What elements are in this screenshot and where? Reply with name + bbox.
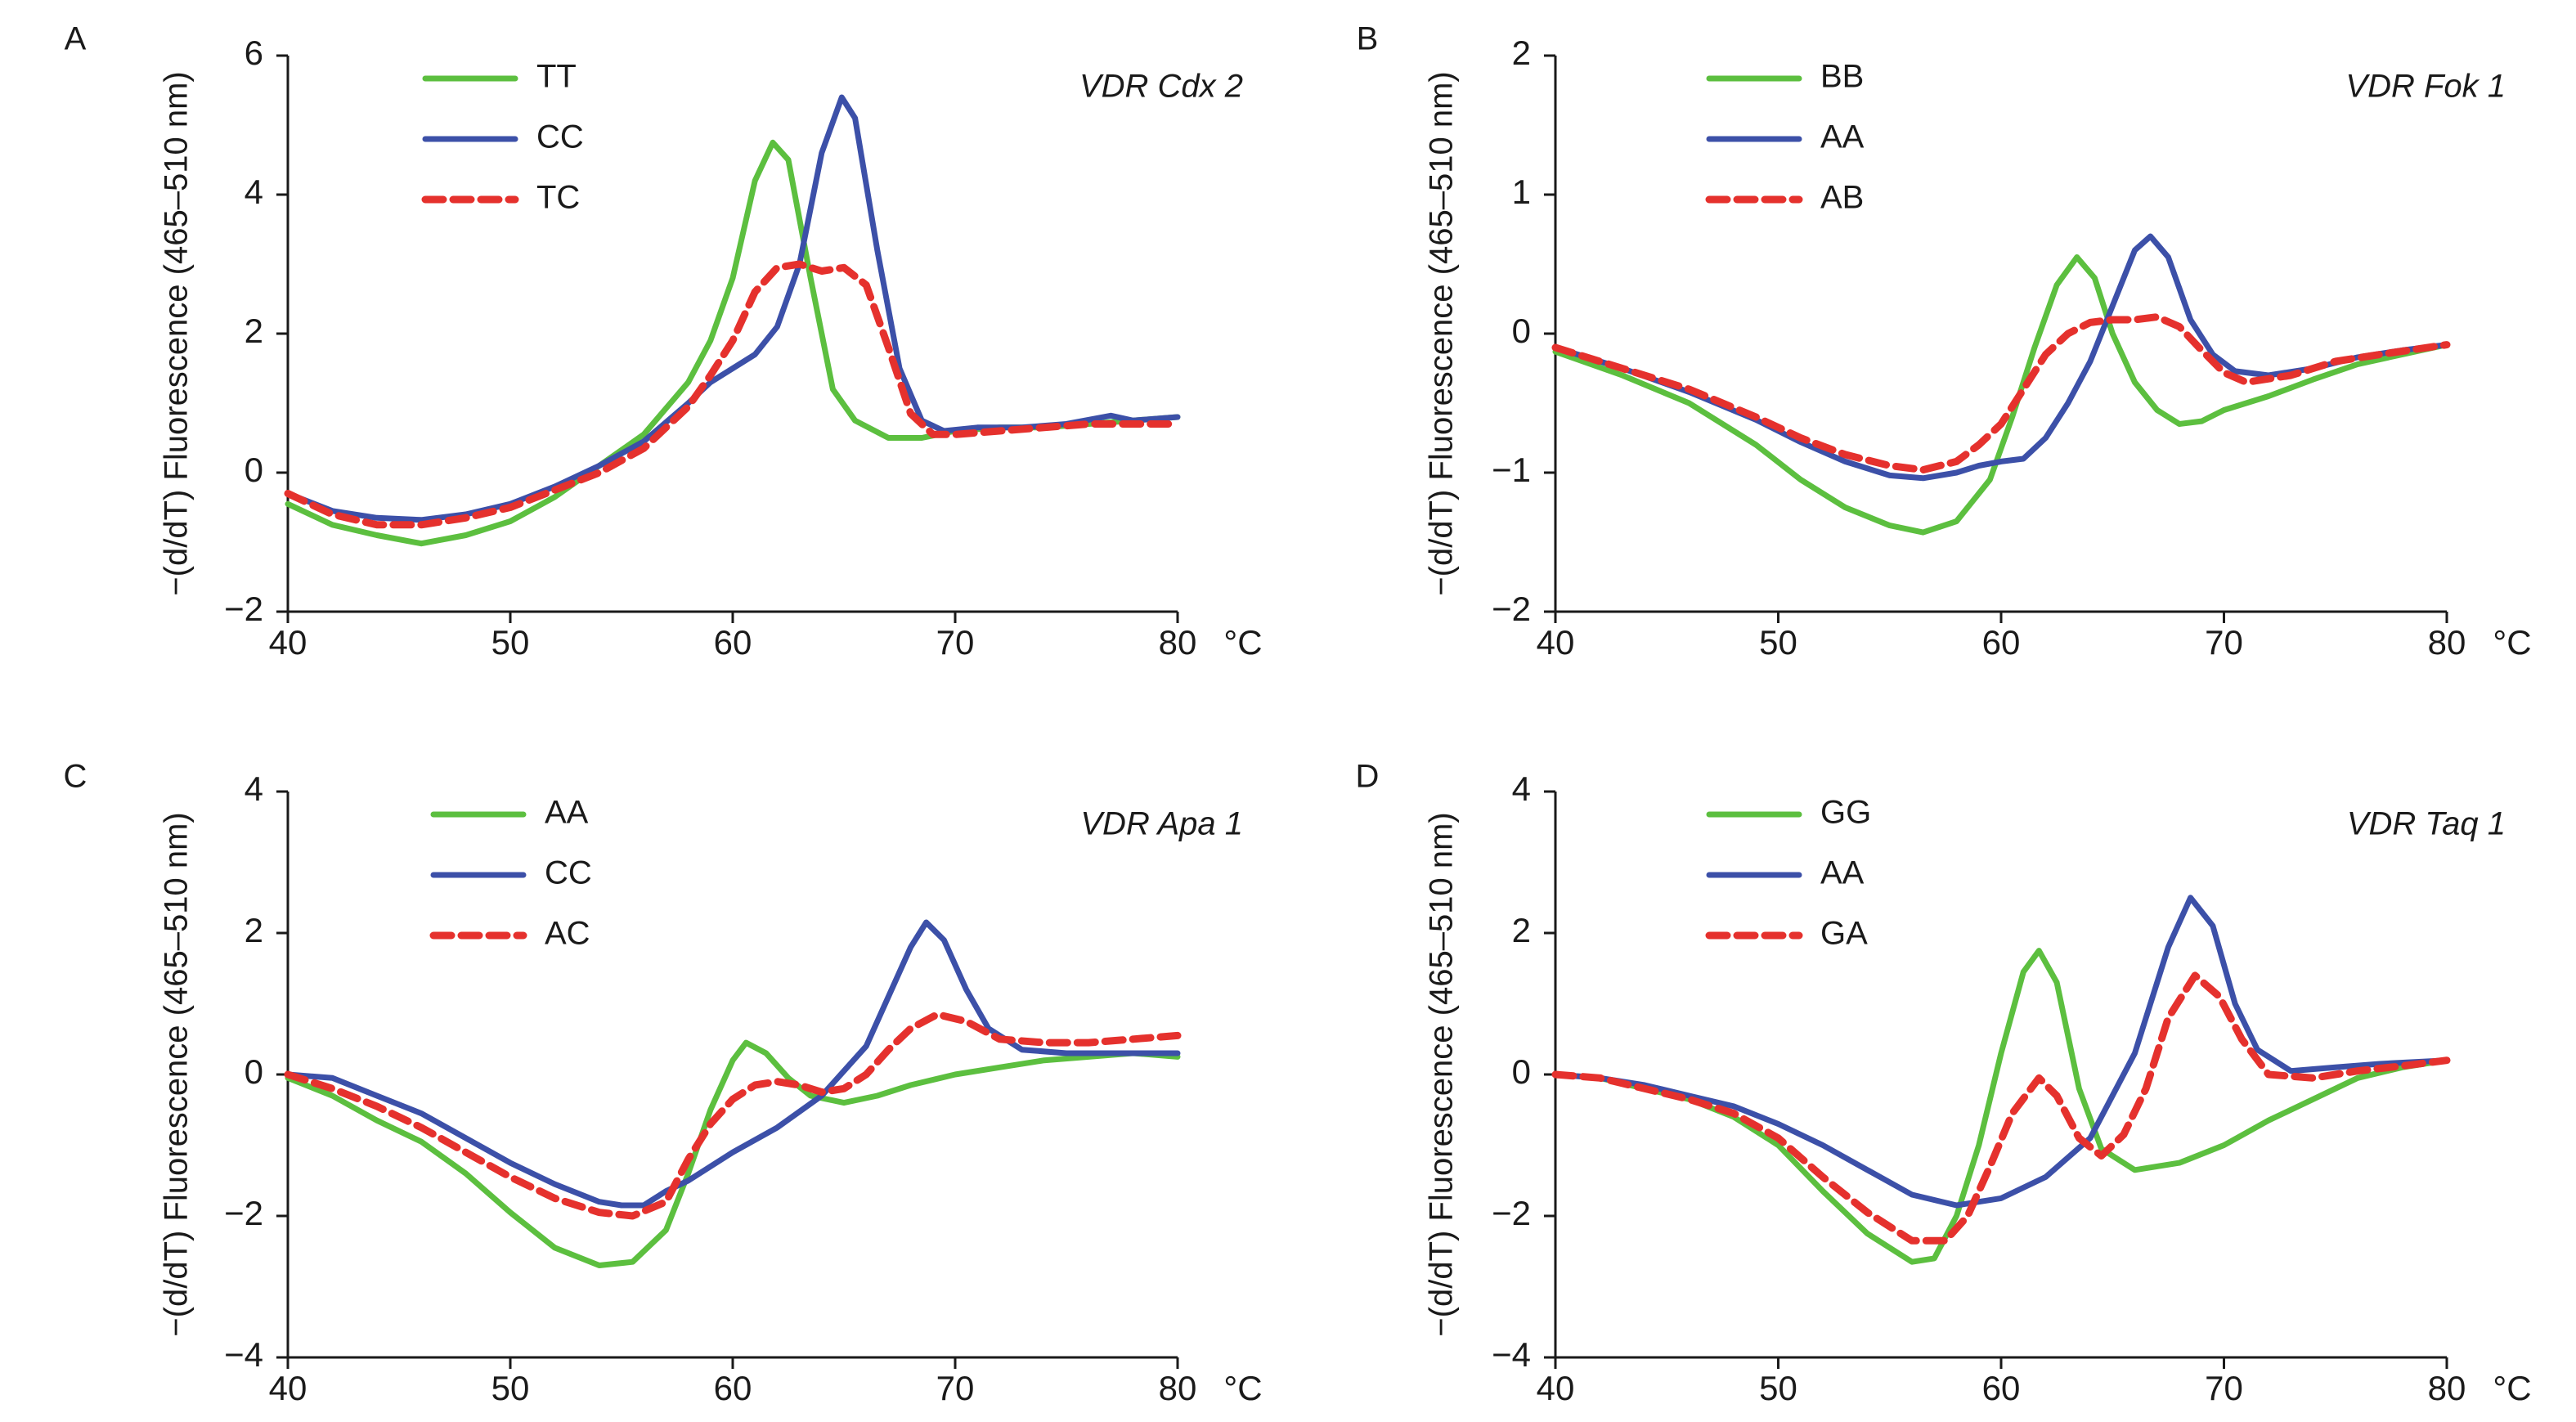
chart-panel-b: B 40 50 60 70 80 °C −2 −1 0 1 2 −(d/dT) Fluorescence… [1357,21,2532,662]
x-tick-label: 40 [1537,623,1575,662]
y-axis-label: −(d/dT) Fluorescence (465–510 nm) [159,71,195,595]
x-tick-label: 40 [269,623,307,662]
series-line-bb [1552,254,2450,536]
x-tick-label: 50 [1759,1369,1797,1407]
series-line-tc [284,260,1182,529]
x-unit-label: °C [1223,1369,1262,1407]
y-tick-label: 0 [1512,312,1531,350]
y-tick-label: −2 [1492,590,1531,628]
legend-label: AB [1820,180,1864,216]
panel-title: VDR Cdx 2 [1079,69,1243,105]
y-tick-label: 0 [245,1052,263,1091]
x-tick-label: 40 [1537,1369,1575,1407]
series-line-ac [284,1011,1182,1220]
y-tick-label: −4 [1492,1335,1531,1374]
x-tick-label: 50 [491,623,530,662]
panel-title: VDR Fok 1 [2345,69,2506,105]
chart-panel-a: A 40 50 60 70 80 °C −2 0 2 4 6 −(d/dT) Fluorescence … [65,21,1263,662]
x-tick-label: 80 [2428,1369,2466,1407]
y-tick-label: −4 [224,1335,263,1374]
series-line-ab [1551,313,2451,474]
y-axis-label: −(d/dT) Fluorescence (465–510 nm) [1424,812,1460,1336]
series-line-ga [1551,971,2451,1245]
y-tick-label: −2 [224,1194,263,1232]
x-tick-label: 50 [491,1369,530,1407]
x-unit-label: °C [2493,623,2531,662]
x-tick-label: 60 [714,623,752,662]
panel-letter: B [1357,21,1379,57]
legend-label: AC [545,916,590,952]
y-tick-label: 0 [245,451,263,489]
legend-label: AA [545,795,589,831]
panel-letter: C [64,759,88,795]
panel-letter: D [1356,759,1380,795]
legend-label: TT [536,59,577,95]
legend-label: GG [1820,795,1871,831]
y-tick-label: 4 [1512,769,1531,808]
y-tick-label: 2 [245,911,263,949]
x-tick-label: 80 [2428,623,2466,662]
y-axis-label: −(d/dT) Fluorescence (465–510 nm) [159,812,195,1336]
chart-panel-c: C 40 50 60 70 80 °C −4 −2 0 2 4 −(d/dT) Fluorescence… [64,759,1263,1407]
x-tick-label: 80 [1159,623,1197,662]
x-tick-label: 40 [269,1369,307,1407]
y-tick-label: −2 [224,590,263,628]
series-line-cc [285,94,1181,523]
series-line-aa [1552,233,2450,482]
x-unit-label: °C [2493,1369,2531,1407]
x-tick-label: 70 [2205,623,2243,662]
y-axis-label: −(d/dT) Fluorescence (465–510 nm) [1424,71,1460,595]
x-tick-label: 50 [1759,623,1797,662]
panel-title: VDR Apa 1 [1080,806,1243,842]
x-tick-label: 60 [714,1369,752,1407]
y-tick-label: 4 [245,769,263,808]
y-tick-label: 2 [1512,34,1531,72]
y-tick-label: 1 [1512,173,1531,211]
legend-label: CC [545,855,592,891]
x-tick-label: 60 [1982,623,2021,662]
legend-label: AA [1820,119,1865,155]
legend-label: CC [536,119,584,155]
y-tick-label: 0 [1512,1052,1531,1091]
x-tick-label: 70 [936,623,975,662]
series-line-gg [1552,948,2450,1265]
y-tick-label: 2 [245,312,263,350]
panel-letter: A [65,21,87,57]
y-tick-label: 4 [245,173,263,211]
series-line-aa [1552,895,2450,1209]
legend-label: TC [536,180,580,216]
legend-label: BB [1820,59,1864,95]
y-tick-label: −1 [1492,451,1531,489]
y-tick-label: 6 [245,34,263,72]
x-tick-label: 70 [936,1369,975,1407]
legend-label: AA [1820,855,1865,891]
series-line-aa [285,1039,1181,1268]
chart-panel-d: D 40 50 60 70 80 °C −4 −2 0 2 4 −(d/dT) Fluorescence… [1356,759,2532,1407]
x-tick-label: 80 [1159,1369,1197,1407]
x-tick-label: 70 [2205,1369,2243,1407]
x-tick-label: 60 [1982,1369,2021,1407]
y-tick-label: −2 [1492,1194,1531,1232]
y-tick-label: 2 [1512,911,1531,949]
series-line-cc [285,919,1181,1209]
x-unit-label: °C [1223,623,1262,662]
panel-title: VDR Taq 1 [2347,806,2506,842]
legend-label: GA [1820,916,1868,952]
